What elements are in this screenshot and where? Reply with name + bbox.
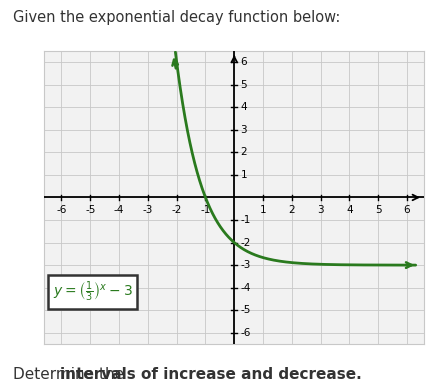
Text: 3: 3 (317, 205, 324, 215)
Text: intervals of increase and decrease.: intervals of increase and decrease. (60, 368, 362, 382)
Text: Given the exponential decay function below:: Given the exponential decay function bel… (13, 10, 341, 25)
Text: 3: 3 (240, 125, 247, 135)
Text: -1: -1 (240, 215, 251, 225)
Text: -6: -6 (240, 328, 251, 338)
Text: -2: -2 (240, 238, 251, 248)
Text: -2: -2 (171, 205, 182, 215)
Text: -1: -1 (200, 205, 211, 215)
Text: 5: 5 (240, 80, 247, 90)
Text: Determine the: Determine the (13, 368, 129, 382)
Text: -5: -5 (240, 305, 251, 315)
Text: -4: -4 (114, 205, 124, 215)
Text: 1: 1 (240, 170, 247, 180)
Text: 6: 6 (240, 57, 247, 67)
Text: 5: 5 (375, 205, 381, 215)
Text: 4: 4 (240, 102, 247, 112)
Text: -5: -5 (85, 205, 95, 215)
Text: -3: -3 (143, 205, 153, 215)
Text: 2: 2 (289, 205, 295, 215)
Text: -4: -4 (240, 283, 251, 293)
Text: -3: -3 (240, 260, 251, 270)
Text: $y = \left(\frac{1}{3}\right)^{x} - 3$: $y = \left(\frac{1}{3}\right)^{x} - 3$ (53, 280, 133, 304)
Text: 4: 4 (346, 205, 353, 215)
Text: 2: 2 (240, 147, 247, 157)
Text: 6: 6 (404, 205, 410, 215)
Text: -6: -6 (56, 205, 67, 215)
Text: 1: 1 (260, 205, 267, 215)
